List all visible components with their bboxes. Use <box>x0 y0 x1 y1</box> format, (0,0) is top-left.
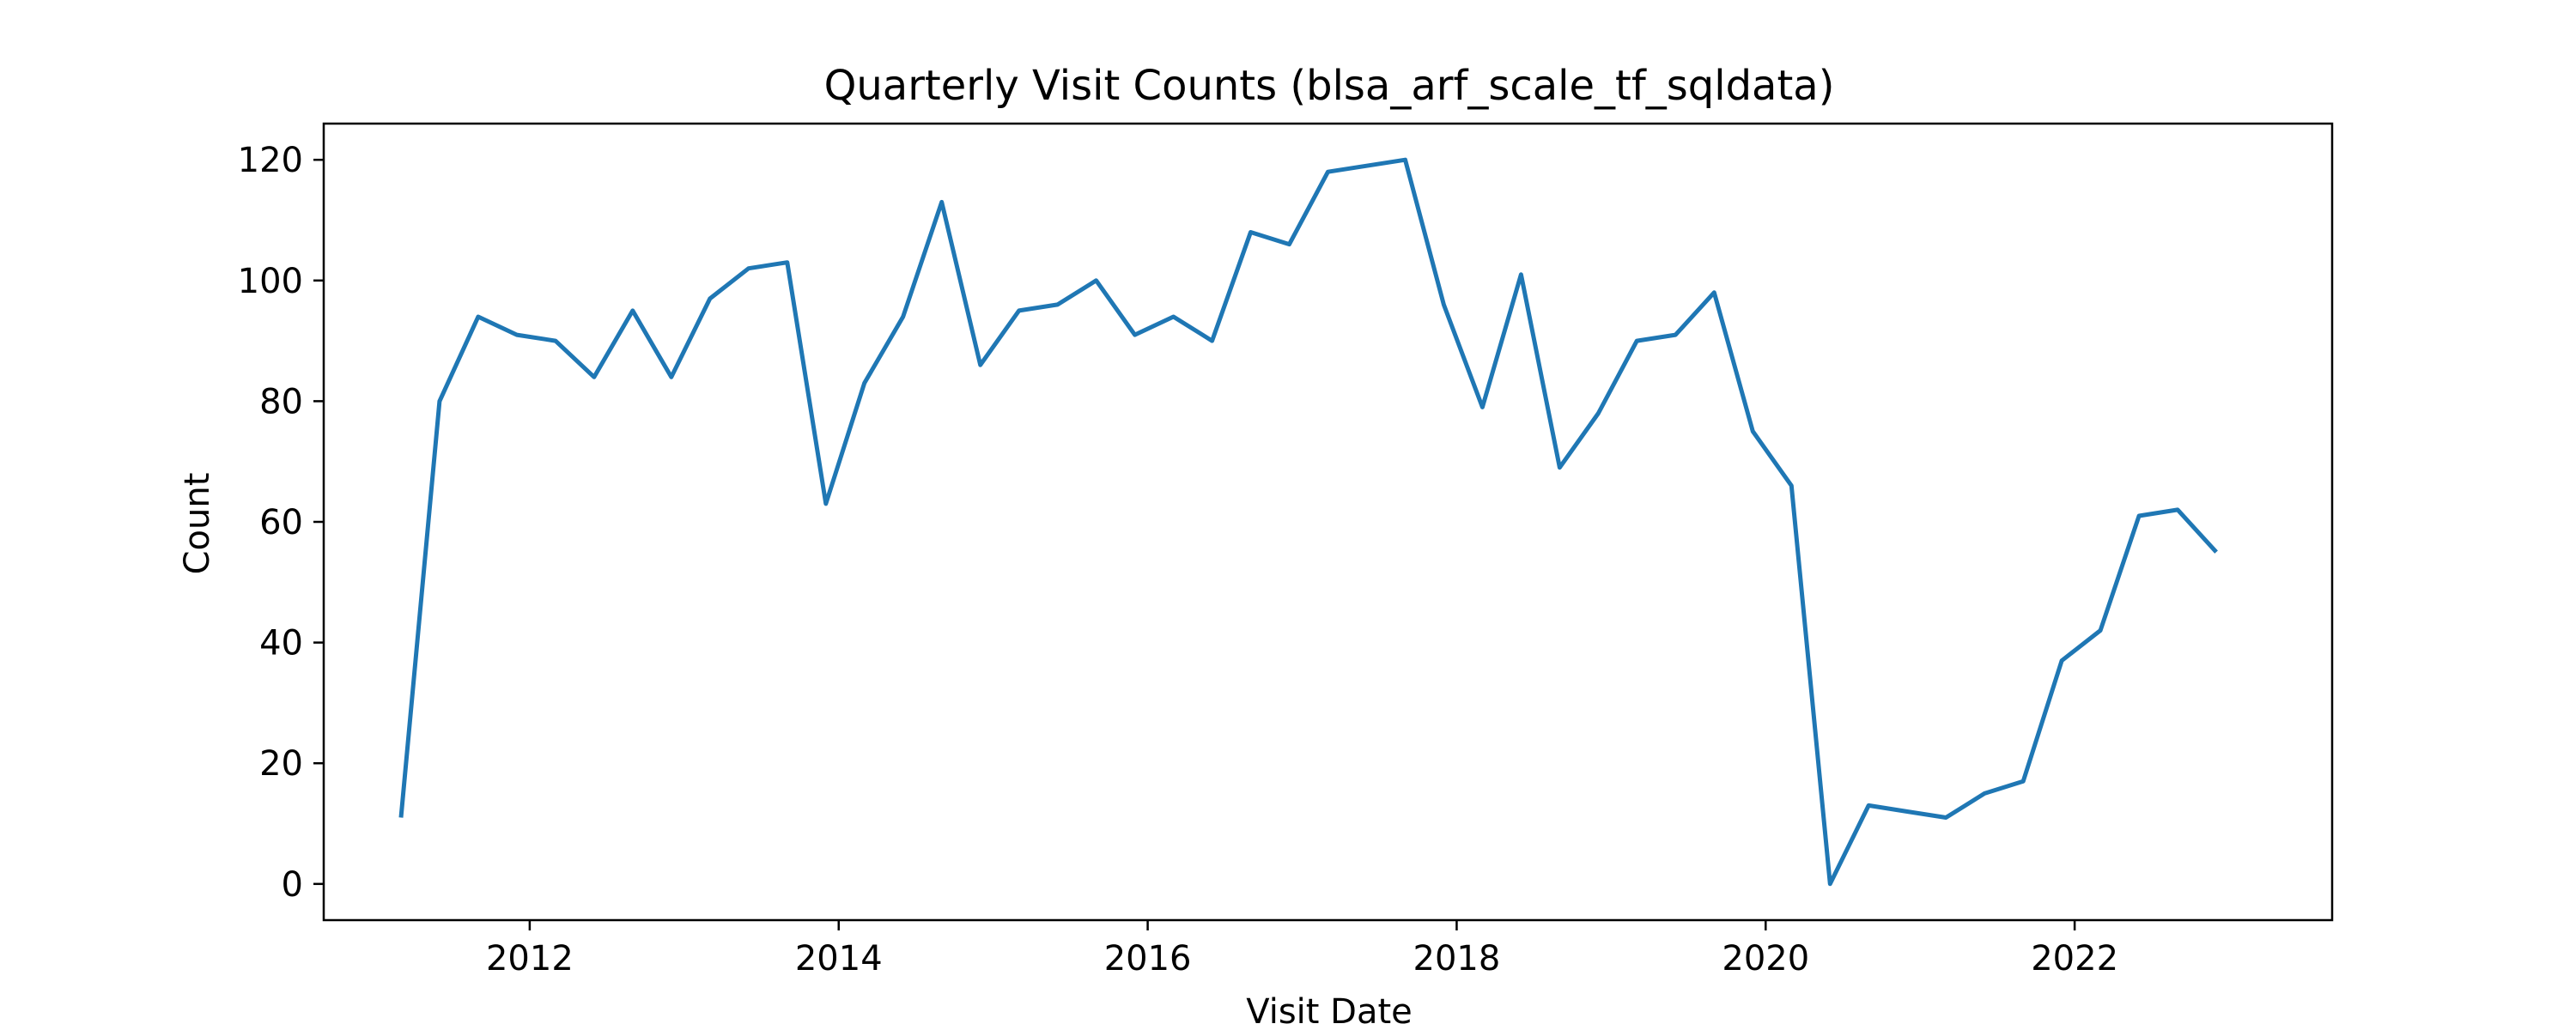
plot-area: 0 20 40 60 80 100 120 2012 2014 2016 2018 2020 2022 <box>238 122 2334 978</box>
x-tick-label: 2018 <box>1413 939 1501 978</box>
y-tick-label: 0 <box>282 865 303 905</box>
x-tick-label: 2016 <box>1104 939 1192 978</box>
chart-title: Quarterly Visit Counts (blsa_arf_scale_t… <box>824 62 1835 110</box>
series-line <box>398 157 2218 887</box>
y-axis-label: Count <box>178 473 217 575</box>
y-tick-label: 20 <box>259 744 303 784</box>
x-tick-label: 2012 <box>486 939 574 978</box>
x-tick-label: 2022 <box>2031 939 2118 978</box>
y-tick-label: 80 <box>259 382 303 421</box>
plot-frame <box>322 122 2334 922</box>
x-axis: 2012 2014 2016 2018 2020 2022 <box>486 920 2118 978</box>
y-tick-label: 120 <box>238 141 303 180</box>
y-tick-label: 60 <box>259 503 303 542</box>
x-axis-label: Visit Date <box>1246 992 1413 1030</box>
y-tick-label: 40 <box>259 624 303 663</box>
x-tick-label: 2014 <box>795 939 883 978</box>
x-tick-label: 2020 <box>1722 939 1809 978</box>
y-tick-label: 100 <box>238 262 303 301</box>
y-axis: 0 20 40 60 80 100 120 <box>238 141 324 905</box>
